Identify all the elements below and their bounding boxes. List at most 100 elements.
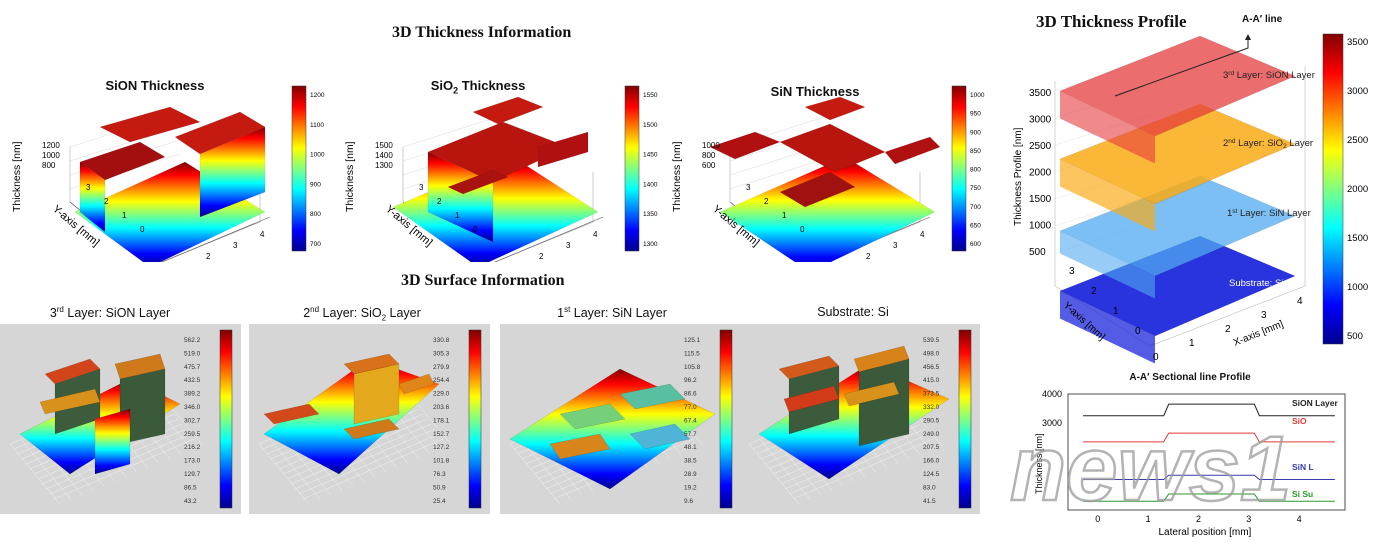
plot-title: SiO2 Thickness <box>423 78 533 96</box>
colorbar-tick-label: 500 <box>1347 331 1363 342</box>
floor-grid-line <box>520 439 572 500</box>
z-tick-label: 3000 <box>1029 115 1052 126</box>
scale-tick-label: 124.5 <box>923 471 940 478</box>
block-c-side <box>94 408 131 475</box>
bump-a <box>559 403 626 430</box>
legend-label: SiO <box>1292 416 1307 426</box>
colorbar-tick-label: 950 <box>970 111 981 118</box>
floor-grid-line <box>298 433 440 495</box>
scale-tick-label: 43.2 <box>184 498 197 505</box>
colorbar-tick-label: 1550 <box>643 92 658 99</box>
scale-tick-label: 475.7 <box>184 364 201 371</box>
x-tick-label: 4 <box>1297 514 1302 524</box>
y-tick-label: 1 <box>1113 306 1119 317</box>
y-tick-label: 0 <box>800 225 805 234</box>
plot-title-sub: 2 <box>453 85 459 96</box>
z-tick-label: 1500 <box>1029 194 1052 205</box>
scale-tick-label: 178.1 <box>433 417 450 424</box>
plot-title-rest: Thickness <box>458 78 526 93</box>
scale-tick-label: 216.2 <box>184 444 201 451</box>
section-title-text: 3D Surface Information <box>401 272 565 289</box>
floor-grid-line <box>294 428 436 490</box>
colorbar <box>958 329 972 509</box>
scale-tick-label: 173.0 <box>184 458 201 465</box>
layer-sio2-side <box>1060 159 1155 232</box>
surface-svg: 125.1 115.5 105.8 96.2 86.6 77.0 67.4 57.7 48.1 3… <box>509 329 733 509</box>
z-tick-label: 2000 <box>1029 168 1052 179</box>
y-tick-label: 3 <box>1069 266 1075 277</box>
legend-label: SiON Layer <box>1292 398 1339 408</box>
scale-tick-label: 305.3 <box>433 350 450 357</box>
block-front <box>779 171 856 208</box>
layer-label: 2nd Layer: SiO2 Layer <box>1223 138 1313 150</box>
aa-arrow-head <box>1245 34 1251 40</box>
y-tick-label: 4000 <box>1042 389 1062 399</box>
floor-grid-line <box>258 443 310 505</box>
title-sup: st <box>564 305 571 314</box>
title-post: Layer: SiO <box>319 306 382 321</box>
colorbar-tick-label: 800 <box>310 211 321 218</box>
x-tick-label: 4 <box>1297 296 1303 307</box>
scale-tick-label: 373.5 <box>923 391 940 398</box>
y-tick-label: 3000 <box>1042 418 1062 428</box>
scale-tick-label: 302.7 <box>184 417 201 424</box>
colorbar <box>291 85 307 252</box>
layer-sion-side <box>1060 91 1155 164</box>
block-b-side <box>858 358 910 447</box>
axis-box <box>69 147 261 262</box>
scale-tick-label: 389.2 <box>184 391 201 398</box>
x-tick-label: 3 <box>1261 310 1267 321</box>
scale-tick-label: 127.2 <box>433 444 450 451</box>
scale-tick-label: 207.5 <box>923 444 940 451</box>
block-side <box>427 151 494 243</box>
sectional-title-text: A-A′ Sectional line Profile <box>1129 372 1251 383</box>
colorbar-tick-label: 1000 <box>1347 282 1368 293</box>
floor-grid-line <box>759 439 811 500</box>
colorbar-tick-label: 1200 <box>310 92 325 99</box>
x-tick-label: 2 <box>866 252 871 261</box>
scale-tick-label: 129.7 <box>184 471 201 478</box>
scale-tick-label: 330.8 <box>433 337 450 344</box>
colorbar-tick-label: 3500 <box>1347 37 1368 48</box>
y-tick-label: 3 <box>419 183 424 192</box>
colorbar-tick-label: 600 <box>970 241 981 248</box>
colorbar-tick-label: 2000 <box>1347 184 1368 195</box>
thickness-plot-sio2: SiO2 Thickness Thickness [nm] 1500 1400 130… <box>333 62 663 262</box>
scale-tick-label: 166.0 <box>923 458 940 465</box>
legend-label: SiN L <box>1292 462 1314 472</box>
colorbar-tick-label: 700 <box>970 204 981 211</box>
surface-panel-title: 3rd Layer: SiON Layer <box>10 305 210 320</box>
floor-grid-line <box>792 438 934 500</box>
plot-title-text: SiO <box>430 78 454 93</box>
thickness-plot-sin: SiN Thickness Thickness [nm]1000800600X-… <box>660 62 1000 262</box>
bump-b <box>619 383 686 410</box>
floor-grid-line <box>302 438 444 500</box>
scale-tick-label: 28.9 <box>684 471 697 478</box>
title-post: Layer: SiN Layer <box>570 306 667 321</box>
y-tick-label: 0 <box>1135 326 1141 337</box>
profile-svg: Thickness Profile [nm]350030002500200015… <box>1013 33 1368 364</box>
surface-svg: 562.2 519.0 475.7 432.5 389.2 346.0 302.7 259.5… <box>9 329 233 509</box>
title-post: Substrate: Si <box>817 305 889 319</box>
y-tick-label: 2 <box>1091 286 1097 297</box>
block-b <box>263 403 320 425</box>
scale-tick-label: 86.6 <box>684 391 697 398</box>
scale-tick-label: 41.5 <box>923 498 936 505</box>
block-back <box>804 96 866 121</box>
x-tick-label: 2 <box>206 252 211 261</box>
layer-substrate-side <box>1060 291 1155 364</box>
y-tick-label: 0 <box>140 225 145 234</box>
colorbar-tick-label: 1400 <box>643 181 658 188</box>
scale-tick-label: 9.6 <box>684 498 693 505</box>
x-tick-label: 1 <box>1146 514 1151 524</box>
z-axis-label: Thickness [nm] <box>344 141 356 212</box>
plot-svg: Thickness [nm]1000800600X-axis [mm]Y-axi… <box>671 85 985 262</box>
colorbar <box>719 329 733 509</box>
z-tick-label: 1400 <box>375 151 393 160</box>
scale-tick-label: 519.0 <box>184 350 201 357</box>
scale-tick-label: 346.0 <box>184 404 201 411</box>
floor-grid-line <box>269 439 321 500</box>
scale-tick-label: 562.2 <box>184 337 201 344</box>
block-c <box>343 418 400 440</box>
block-back <box>472 96 544 125</box>
